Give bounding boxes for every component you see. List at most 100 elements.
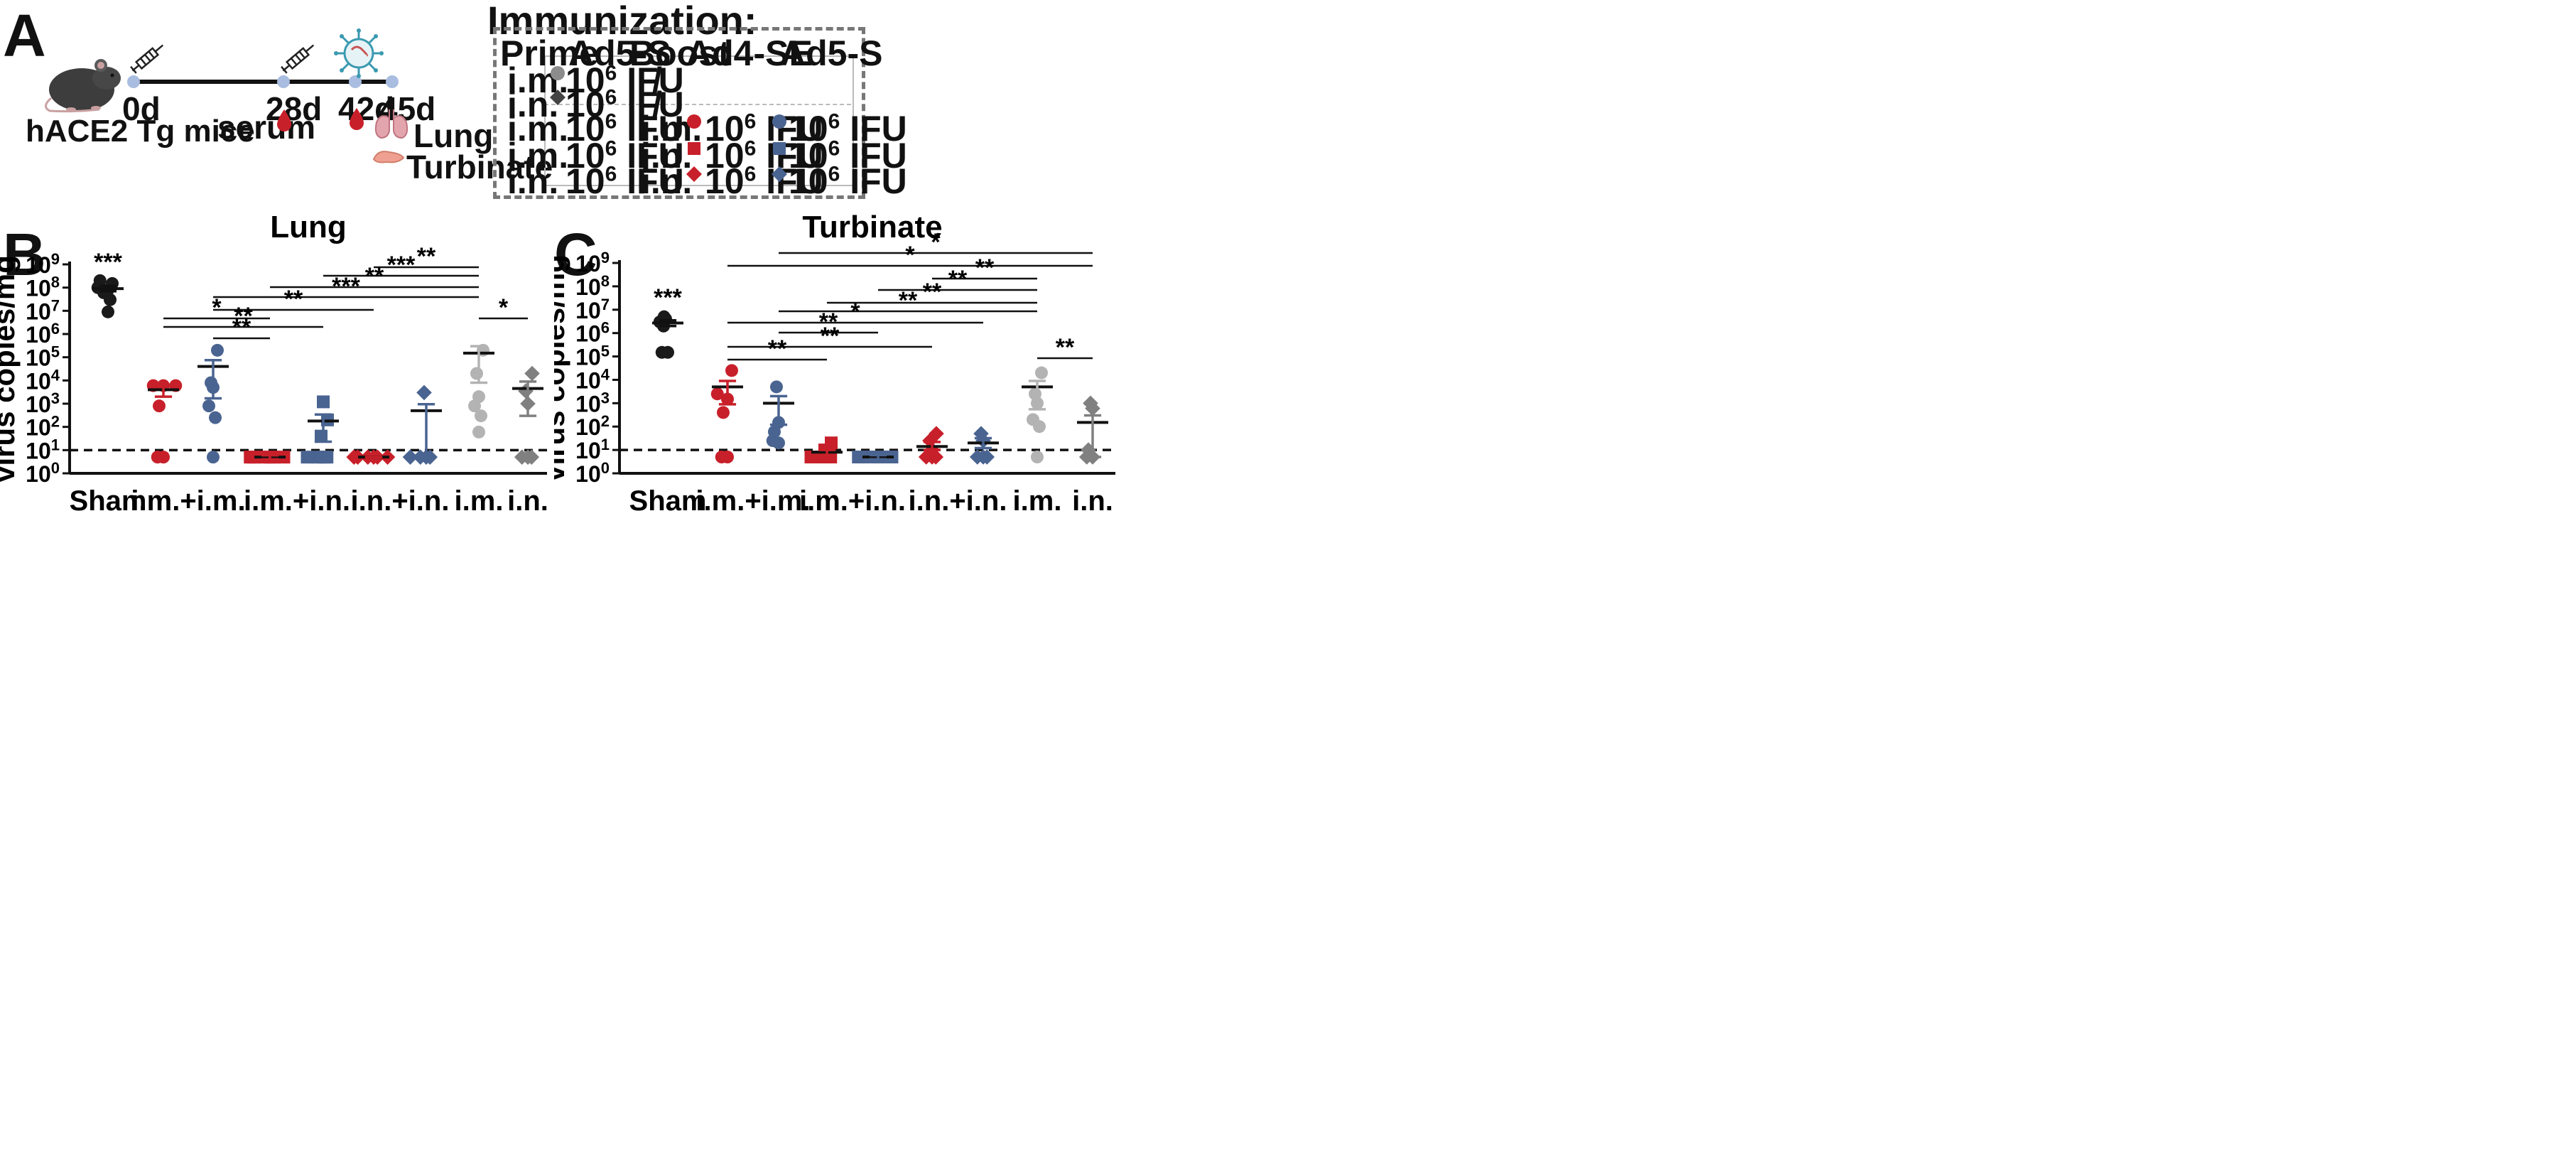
header-boost: Boost (629, 33, 730, 73)
y-tick-label: 107 (575, 296, 610, 323)
data-point (301, 451, 314, 464)
lung-label: Lung (413, 117, 494, 154)
x-tick-label: i.n. (1072, 485, 1113, 512)
y-tick-label: 104 (26, 366, 60, 394)
data-point (320, 451, 334, 464)
table-dose: 106 IFU (565, 60, 684, 100)
x-tick-label: i.m.+i.m. (131, 485, 245, 512)
virus-icon (334, 28, 384, 78)
x-tick-label: Sham (629, 485, 707, 512)
y-tick-label: 102 (575, 412, 610, 440)
timepoint-28d: 28d (266, 90, 323, 127)
data-point (102, 305, 114, 318)
table-dose: 106 IFU (789, 109, 907, 149)
data-point (770, 380, 783, 394)
comparison-label: *** (332, 273, 360, 300)
comparison-label: ** (234, 303, 253, 330)
data-point (209, 411, 222, 424)
comparison-label: ** (821, 323, 840, 350)
y-axis-label: virus copies/mg (554, 254, 570, 482)
data-point (514, 449, 530, 465)
comparison-label: * (850, 298, 860, 326)
syringe-icon (281, 44, 315, 74)
data-point (151, 451, 164, 464)
immunization-table-inner (544, 55, 854, 186)
diamond-marker-icon (686, 166, 702, 182)
data-point (475, 409, 487, 423)
y-tick-label: 107 (26, 296, 60, 324)
header-ad5s-boost: Ad5-S (780, 33, 883, 73)
y-tick-label: 102 (26, 413, 60, 441)
comparison-label: ** (819, 308, 838, 335)
data-point (1027, 413, 1039, 426)
x-tick-label: i.m.+i.n. (244, 485, 350, 512)
table-divider (544, 104, 851, 105)
immunization-title: Immunization: (487, 0, 757, 43)
table-dose: 106 IFU (705, 161, 823, 201)
data-point (1029, 387, 1041, 401)
significance-label: *** (94, 249, 122, 276)
syringe-icon (130, 44, 164, 74)
timepoint-0d: 0d (122, 90, 161, 127)
square-marker-icon (773, 142, 786, 155)
comparison-label: ** (975, 254, 995, 281)
data-point (969, 449, 985, 465)
chart-title: Turbinate (802, 213, 942, 244)
data-point (1035, 366, 1048, 380)
data-point (244, 451, 257, 464)
table-boost-route: i.n. (641, 161, 693, 201)
data-point (524, 449, 540, 465)
comparison-label: ** (365, 263, 384, 290)
y-axis-label: virus copies/mg (0, 255, 21, 483)
table-no-boost: / (652, 85, 662, 124)
data-point (710, 387, 724, 401)
chart-title: Lung (270, 213, 347, 244)
table-prime-route: i.m. (507, 136, 569, 176)
data-point (1081, 442, 1096, 458)
data-point (402, 449, 418, 465)
mouse-label: hACE2 Tg mice (26, 114, 255, 149)
comparison-label: ** (232, 314, 251, 341)
data-point (518, 383, 534, 399)
serum-label: serum (217, 109, 316, 146)
data-point (93, 274, 107, 287)
immunization-timeline (127, 75, 399, 88)
data-point (524, 365, 540, 382)
data-point (922, 433, 938, 448)
data-point (153, 399, 166, 413)
y-tick-label: 103 (575, 389, 610, 416)
y-tick-label: 100 (575, 459, 610, 487)
x-tick-label: i.m.+i.n. (799, 485, 906, 512)
data-point (655, 345, 669, 359)
comparison-label: ** (768, 335, 787, 362)
x-tick-label: Sham (70, 485, 147, 512)
circle-marker-icon (551, 66, 565, 80)
data-point (725, 364, 738, 377)
turbinate-icon (372, 151, 405, 163)
data-point (929, 426, 944, 441)
comparison-label: * (212, 294, 222, 321)
turbinate-label: Turbinate (406, 149, 553, 185)
table-dose: 106 IFU (789, 136, 907, 176)
table-dose: 106 IFU (789, 161, 907, 201)
table-dose: 106 IFU (565, 85, 684, 124)
comparison-label: * (499, 294, 509, 321)
table-prime-route: i.m. (507, 109, 569, 149)
header-ad4se: Ad4-SE (686, 33, 813, 73)
data-point (207, 451, 220, 464)
blood-drop-icon (277, 109, 291, 131)
y-tick-label: 100 (26, 459, 60, 487)
data-point (317, 395, 330, 409)
comparison-label: ** (923, 279, 942, 306)
x-tick-label: i.n. (507, 485, 548, 512)
data-point (202, 399, 215, 413)
data-point (472, 425, 485, 439)
table-dose: 106 IFU (705, 109, 823, 149)
data-point (416, 384, 432, 401)
header-prime: Prime (500, 33, 599, 73)
x-tick-label: i.m. (455, 485, 504, 512)
significance-label: *** (654, 284, 682, 311)
circle-marker-icon (687, 114, 701, 129)
data-point (1031, 451, 1044, 464)
